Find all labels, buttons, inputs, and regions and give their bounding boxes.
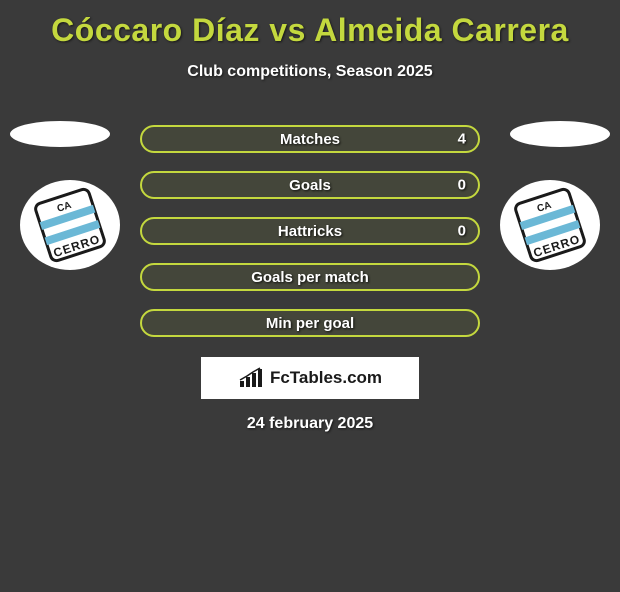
stat-label: Goals — [289, 177, 331, 194]
stat-rows: Matches 4 Goals 0 Hattricks 0 Goals per … — [140, 125, 480, 337]
date-text: 24 february 2025 — [0, 415, 620, 433]
subtitle: Club competitions, Season 2025 — [0, 63, 620, 81]
stat-row-goals-per-match: Goals per match — [140, 263, 480, 291]
stat-row-matches: Matches 4 — [140, 125, 480, 153]
stat-row-hattricks: Hattricks 0 — [140, 217, 480, 245]
stat-label: Matches — [280, 131, 340, 148]
cerro-badge-icon: CA CERRO — [20, 180, 120, 270]
stat-value-right: 0 — [458, 223, 466, 240]
stat-label: Goals per match — [251, 269, 369, 286]
fctables-logo[interactable]: FcTables.com — [201, 357, 419, 399]
club-badge-right: CA CERRO — [500, 180, 600, 270]
player-avatar-left — [10, 121, 110, 147]
stat-value-right: 4 — [458, 131, 466, 148]
player-avatar-right — [510, 121, 610, 147]
stat-row-min-per-goal: Min per goal — [140, 309, 480, 337]
page-title: Cóccaro Díaz vs Almeida Carrera — [0, 12, 620, 49]
stats-area: CA CERRO CA CERRO Matches 4 — [0, 125, 620, 433]
stat-label: Hattricks — [278, 223, 342, 240]
stat-value-right: 0 — [458, 177, 466, 194]
cerro-badge-icon: CA CERRO — [500, 180, 600, 270]
stat-label: Min per goal — [266, 315, 354, 332]
logo-text: FcTables.com — [270, 368, 382, 388]
bar-chart-icon — [238, 367, 266, 389]
stat-row-goals: Goals 0 — [140, 171, 480, 199]
club-badge-left: CA CERRO — [20, 180, 120, 270]
